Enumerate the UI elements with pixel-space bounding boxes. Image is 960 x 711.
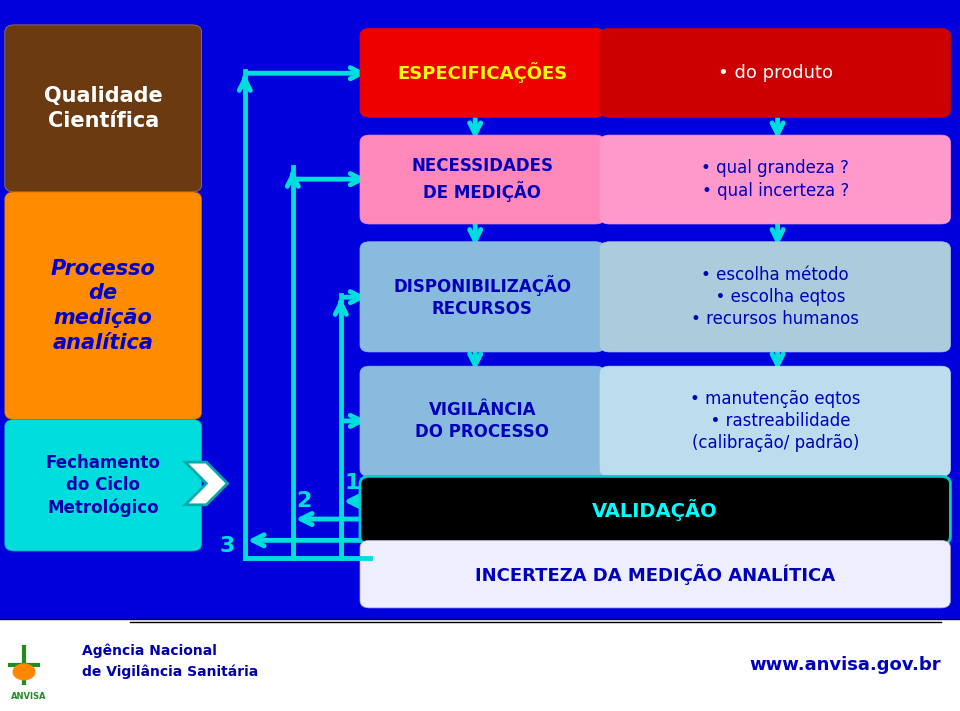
FancyBboxPatch shape (360, 366, 605, 476)
FancyBboxPatch shape (360, 242, 605, 352)
Text: 3: 3 (220, 536, 235, 556)
FancyBboxPatch shape (5, 25, 202, 192)
FancyBboxPatch shape (360, 28, 605, 117)
FancyBboxPatch shape (5, 419, 202, 551)
Bar (0, 619, 960, 711)
Text: www.anvisa.gov.br: www.anvisa.gov.br (749, 656, 941, 674)
FancyBboxPatch shape (600, 366, 950, 476)
Text: Agência Nacional: Agência Nacional (82, 643, 216, 658)
Text: 2: 2 (297, 491, 312, 511)
FancyBboxPatch shape (600, 135, 950, 224)
Bar (0, 0, 960, 619)
Text: de Vigilância Sanitária: de Vigilância Sanitária (82, 665, 258, 679)
Polygon shape (185, 462, 228, 505)
Text: • do produto: • do produto (718, 64, 832, 82)
FancyBboxPatch shape (600, 28, 950, 117)
Text: Fechamento
do Ciclo
Metrológico: Fechamento do Ciclo Metrológico (46, 454, 160, 517)
Text: • escolha método
  • escolha eqtos
• recursos humanos: • escolha método • escolha eqtos • recur… (691, 266, 859, 328)
Text: • manutenção eqtos
  • rastreabilidade
(calibração/ padrão): • manutenção eqtos • rastreabilidade (ca… (690, 390, 860, 452)
Text: ANVISA: ANVISA (12, 693, 46, 701)
Text: • qual grandeza ?
• qual incerteza ?: • qual grandeza ? • qual incerteza ? (701, 159, 850, 200)
FancyBboxPatch shape (360, 476, 950, 544)
Text: 1: 1 (345, 474, 360, 493)
Text: Qualidade
Científica: Qualidade Científica (44, 86, 162, 131)
Text: Processo
de
medição
analítica: Processo de medição analítica (51, 259, 156, 353)
Text: INCERTEZA DA MEDIÇÃO ANALÍTICA: INCERTEZA DA MEDIÇÃO ANALÍTICA (475, 564, 835, 584)
FancyBboxPatch shape (5, 192, 202, 419)
Text: VALIDAÇÃO: VALIDAÇÃO (592, 499, 718, 521)
FancyBboxPatch shape (360, 135, 605, 224)
FancyBboxPatch shape (600, 242, 950, 352)
Text: ESPECIFICAÇÕES: ESPECIFICAÇÕES (397, 63, 567, 83)
Text: VIGILÂNCIA
DO PROCESSO: VIGILÂNCIA DO PROCESSO (416, 401, 549, 442)
Text: DISPONIBILIZAÇÃO
RECURSOS: DISPONIBILIZAÇÃO RECURSOS (394, 275, 571, 319)
Circle shape (12, 663, 36, 680)
Text: NECESSIDADES
DE MEDIÇÃO: NECESSIDADES DE MEDIÇÃO (412, 158, 553, 201)
FancyBboxPatch shape (360, 540, 950, 608)
